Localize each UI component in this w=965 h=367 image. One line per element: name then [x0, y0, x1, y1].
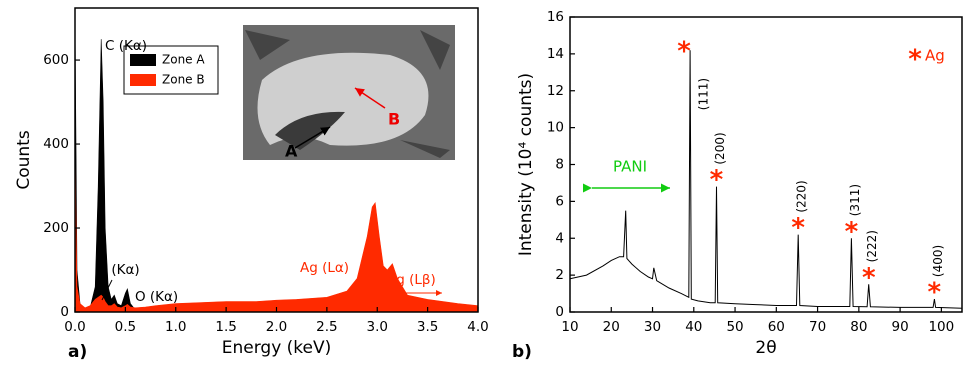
x-tick-label: 60: [768, 319, 785, 335]
legend-label: Zone B: [162, 73, 205, 87]
chart-panel: 10 20 30 40 50 60 70 80 90 100 0 2 4 6 8 10 12 14 16 2θ Inte…: [512, 9, 963, 362]
inset-label: A: [285, 142, 298, 161]
x-tick-label: 100: [928, 319, 954, 335]
peak-marker: *: [710, 165, 724, 195]
peak-annotation: N (Kα): [97, 262, 140, 278]
y-tick-label: 4: [555, 230, 564, 246]
y-axis-label: Counts: [14, 130, 34, 189]
x-tick-label: 30: [644, 319, 661, 335]
x-tick-label: 3.0: [367, 319, 388, 335]
legend-marker: *: [908, 45, 922, 75]
legend-swatch: [130, 54, 156, 66]
peak-label: (400): [931, 245, 945, 277]
x-tick-label: 2.5: [316, 319, 337, 335]
peak-marker: *: [845, 217, 859, 247]
y-tick-label: 400: [43, 136, 69, 152]
y-tick-label: 6: [555, 193, 564, 209]
x-axis-label: 2θ: [755, 338, 776, 358]
x-tick-label: 3.5: [417, 319, 438, 335]
panel-label: a): [68, 342, 87, 362]
x-tick-label: 1.5: [215, 319, 236, 335]
peak-marker: *: [928, 278, 942, 308]
annotation-pointer: [101, 279, 113, 301]
legend-label: Zone A: [162, 53, 205, 67]
x-tick-label: 70: [809, 319, 826, 335]
y-tick-label: 14: [547, 46, 564, 62]
inset-label: B: [388, 110, 400, 129]
sem-inset: A B: [243, 25, 455, 161]
annotation: PANI: [613, 158, 647, 176]
x-tick-label: 90: [892, 319, 909, 335]
x-tick-label: 10: [561, 319, 578, 335]
x-tick-label: 0.0: [64, 319, 85, 335]
peak-marker: *: [791, 213, 805, 243]
peak-marker: *: [862, 263, 876, 293]
y-tick-label: 600: [43, 52, 69, 68]
y-tick-label: 0: [555, 304, 564, 320]
x-tick-label: 80: [850, 319, 867, 335]
x-tick-label: 4.0: [467, 319, 488, 335]
panel-label: b): [512, 342, 532, 362]
chart-panel: 0.0 0.5 1.0 1.5 2.0 2.5 3.0 3.5 4.0 0 200 400 600 Ene…: [14, 7, 489, 362]
peak-annotation: Ag (Lα): [300, 260, 349, 276]
peak-label: (200): [713, 132, 727, 164]
x-tick-label: 2.0: [266, 319, 287, 335]
y-tick-label: 12: [547, 83, 564, 99]
spectrum-area: [74, 152, 479, 313]
x-tick-label: 1.0: [165, 319, 186, 335]
y-tick-label: 16: [547, 9, 564, 25]
y-tick-label: 2: [555, 267, 564, 283]
x-tick-label: 0.5: [115, 319, 136, 335]
legend-swatch: [130, 74, 156, 86]
x-tick-label: 40: [685, 319, 702, 335]
y-tick-label: 200: [43, 220, 69, 236]
x-tick-label: 20: [603, 319, 620, 335]
y-tick-label: 0: [60, 304, 69, 320]
legend-label: Ag: [925, 47, 945, 65]
x-tick-label: 50: [726, 319, 743, 335]
y-tick-label: 8: [555, 157, 564, 173]
peak-label: (311): [848, 184, 862, 216]
peak-label: (222): [865, 230, 879, 262]
peak-label: (111): [697, 78, 711, 110]
y-axis-label: Intensity (10⁴ counts): [516, 73, 536, 256]
y-tick-label: 10: [547, 120, 564, 136]
peak-annotation: C (Kα): [105, 38, 147, 54]
peak-label: (220): [795, 180, 809, 212]
peak-annotation: Ag (Lβ): [387, 272, 436, 288]
peak-annotation: O (Kα): [135, 289, 178, 305]
pattern-line: [569, 50, 963, 309]
peak-marker: *: [677, 37, 691, 67]
x-axis-label: Energy (keV): [222, 338, 332, 358]
